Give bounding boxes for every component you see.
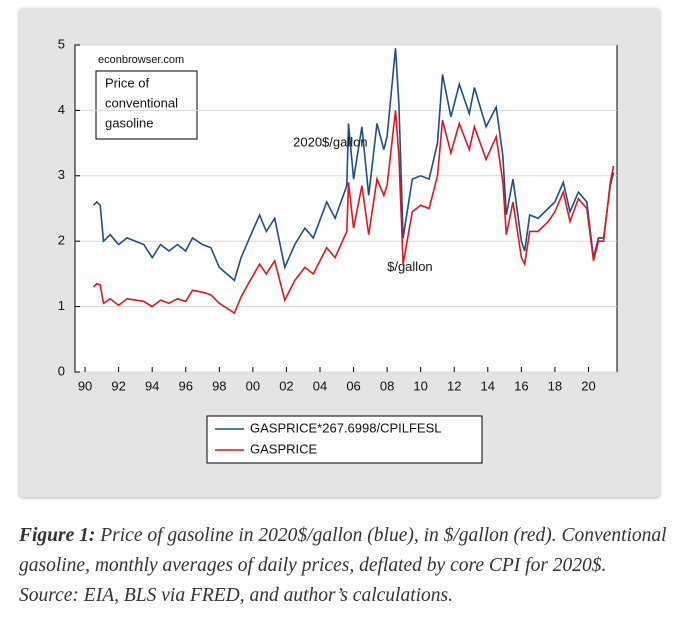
y-tick-label: 1 — [58, 298, 65, 313]
y-tick-label: 3 — [58, 167, 65, 182]
y-tick-label: 4 — [58, 102, 65, 117]
box-text: gasoline — [105, 115, 153, 130]
y-tick-label: 5 — [58, 36, 65, 51]
series-line — [92, 110, 615, 315]
x-tick-label: 16 — [514, 378, 528, 393]
x-tick-label: 14 — [481, 378, 495, 393]
x-tick-label: 94 — [145, 378, 159, 393]
y-tick-label: 0 — [58, 363, 65, 378]
caption-text: Price of gasoline in 2020$/gallon (blue)… — [19, 525, 667, 606]
series-annotation: $/gallon — [387, 259, 433, 274]
x-tick-label: 06 — [346, 378, 360, 393]
x-tick-label: 20 — [581, 378, 595, 393]
legend — [206, 415, 483, 464]
x-tick-label: 96 — [179, 378, 193, 393]
series-line — [92, 48, 615, 282]
box-text: conventional — [105, 95, 178, 110]
box-text: Price of — [105, 75, 149, 90]
watermark: econbrowser.com — [98, 54, 184, 66]
x-tick-label: 12 — [447, 378, 461, 393]
legend-label: GASPRICE — [250, 441, 318, 456]
x-tick-label: 90 — [78, 378, 92, 393]
series-annotation: 2020$/gallon — [293, 135, 367, 150]
caption: Figure 1: Price of gasoline in 2020$/gal… — [19, 521, 669, 611]
y-tick-label: 2 — [58, 233, 65, 248]
x-tick-label: 18 — [548, 378, 562, 393]
x-tick-label: 00 — [246, 378, 260, 393]
x-tick-label: 92 — [111, 378, 125, 393]
x-tick-label: 98 — [212, 378, 226, 393]
chart: econbrowser.com Price of conventional ga… — [58, 36, 618, 464]
x-tick-label: 08 — [380, 378, 394, 393]
x-tick-label: 10 — [413, 378, 427, 393]
x-tick-label: 04 — [313, 378, 327, 393]
annotation-box — [95, 70, 198, 140]
caption-label: Figure 1: — [19, 525, 96, 546]
x-tick-label: 02 — [279, 378, 293, 393]
legend-label: GASPRICE*267.6998/CPILFESL — [250, 420, 442, 435]
chart-panel: econbrowser.com Price of conventional ga… — [19, 8, 660, 497]
